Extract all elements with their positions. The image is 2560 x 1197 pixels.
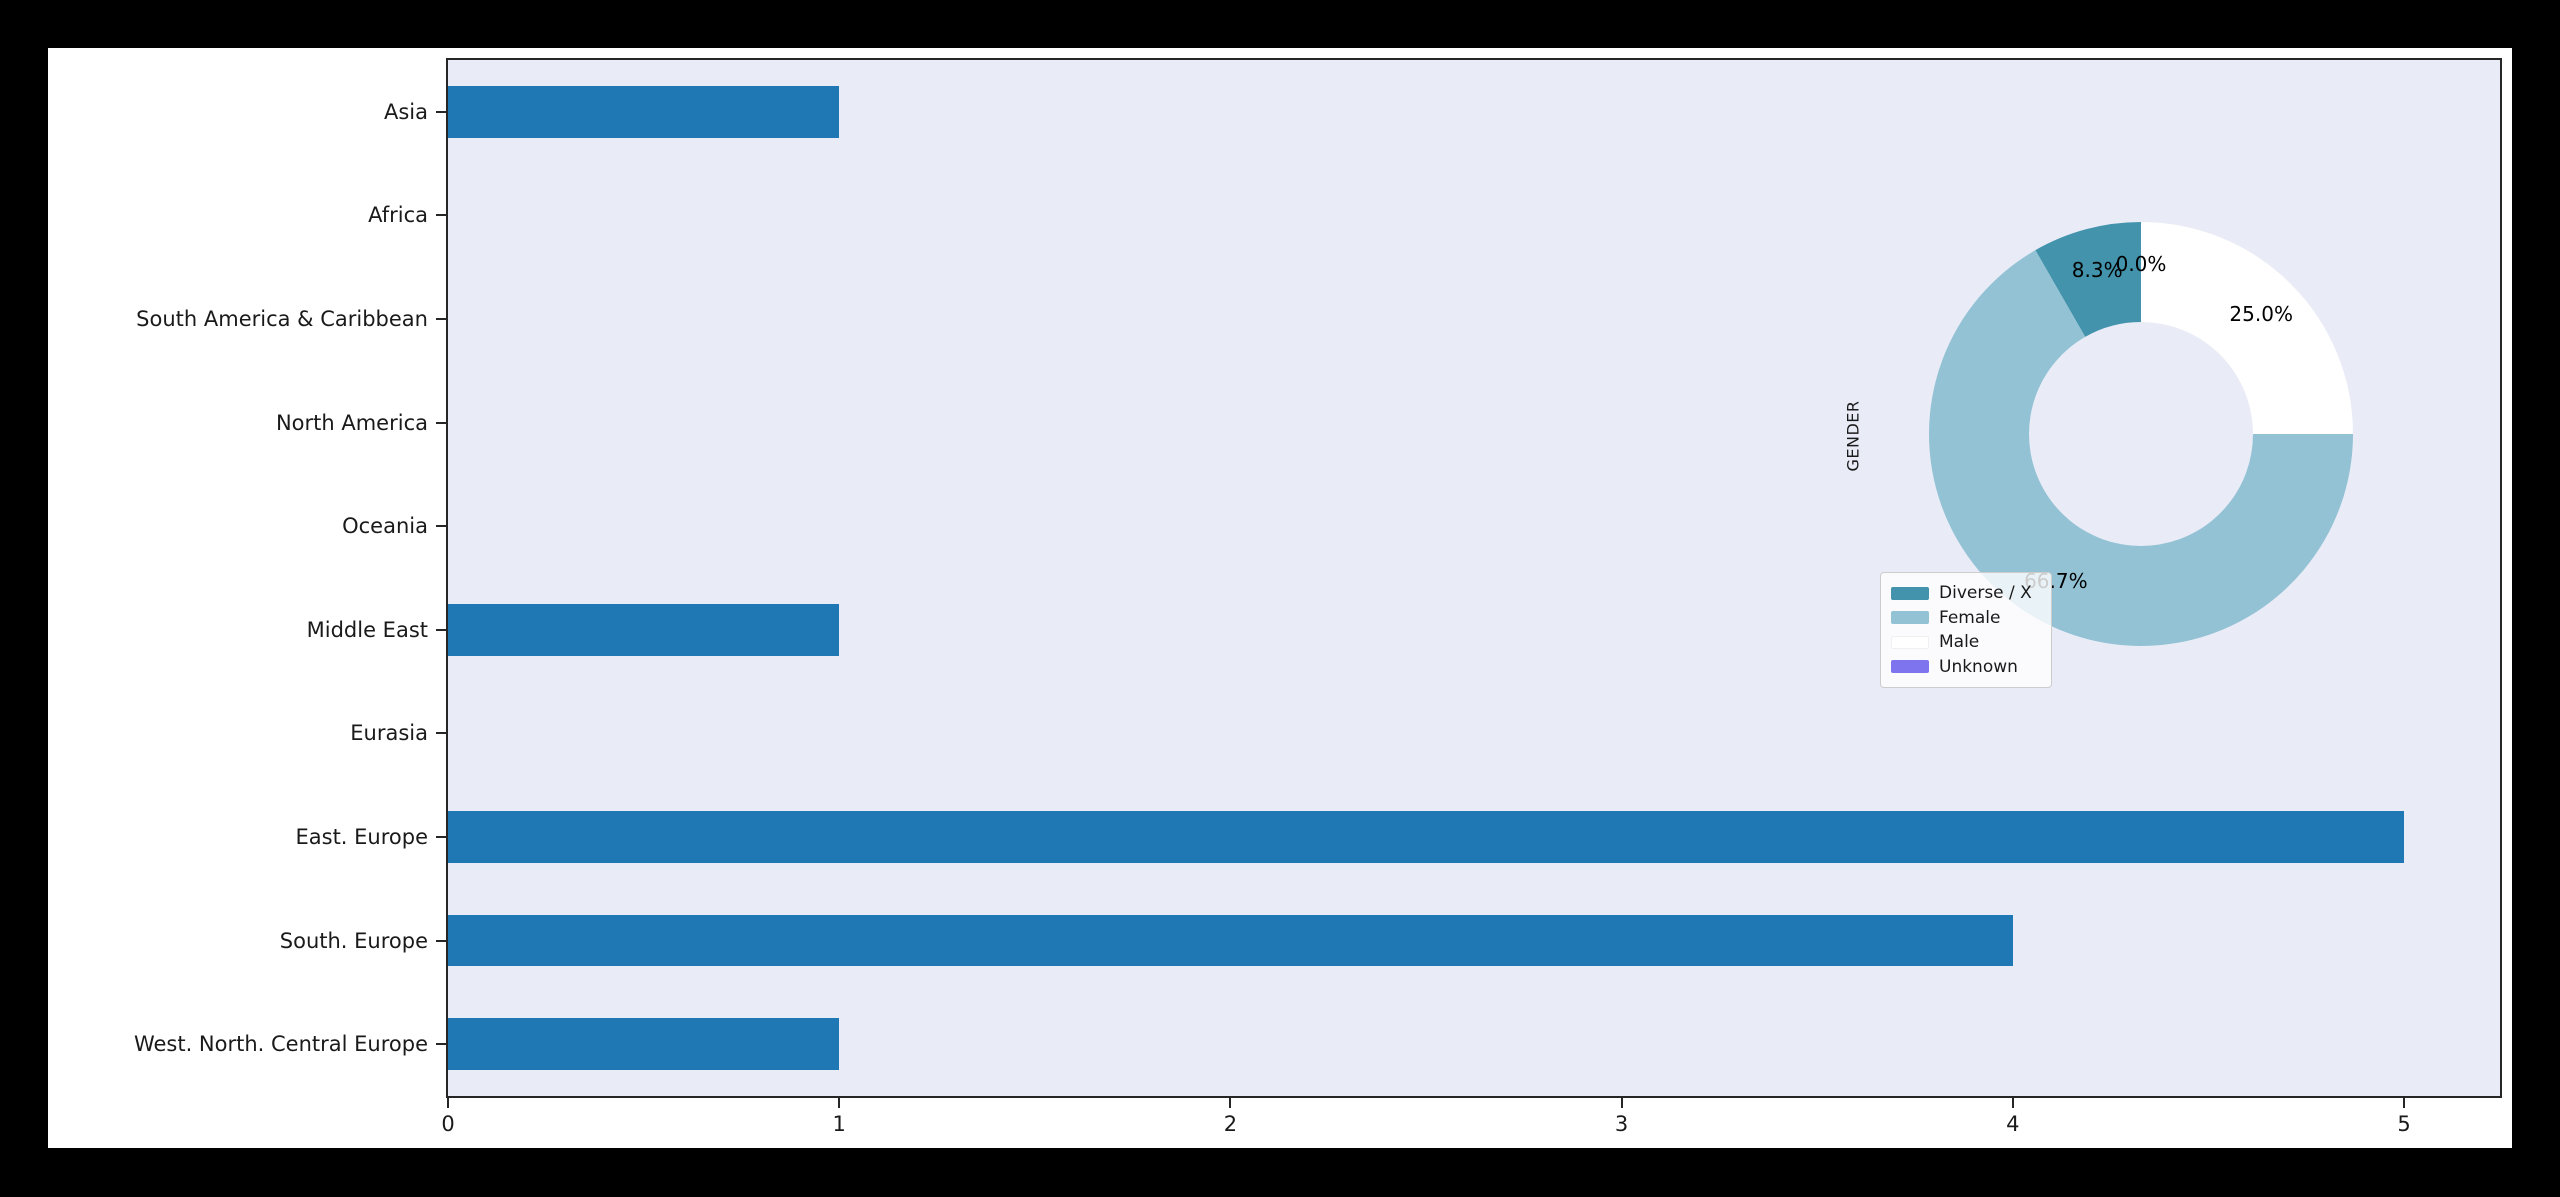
legend-item: Male (1891, 631, 2041, 653)
y-axis-tick (436, 110, 446, 113)
donut-slice-male (2141, 222, 2353, 434)
y-axis-category-label: North America (275, 410, 428, 435)
bar-south-europe (448, 914, 2013, 967)
y-axis-tick (436, 732, 446, 735)
legend-item: Female (1891, 607, 2041, 629)
donut-pct-label: 8.3% (2071, 257, 2123, 282)
x-axis-tick (2011, 1098, 2014, 1108)
legend-label: Diverse / X (1939, 583, 2032, 603)
x-axis-tick (1229, 1098, 1232, 1108)
legend-item: Unknown (1891, 656, 2041, 678)
y-axis-tick (436, 421, 446, 424)
donut-slice-female (1929, 250, 2353, 646)
y-axis-category-label: Asia (383, 99, 428, 124)
legend-swatch-male (1891, 635, 1929, 649)
y-axis-category-label: South America & Caribbean (136, 307, 428, 331)
x-axis-tick (838, 1098, 841, 1108)
legend-label: Unknown (1939, 656, 2018, 677)
y-axis-tick (436, 318, 446, 320)
legend-item: Diverse / X (1891, 582, 2041, 604)
bar-asia (448, 85, 840, 138)
pie-legend: Diverse / X Female Male Unknown (1880, 572, 2052, 688)
legend-label: Male (1939, 632, 1980, 653)
y-axis-category-label: South. Europe (279, 928, 428, 953)
bar-middle-east (448, 603, 840, 656)
y-axis-tick (436, 1043, 446, 1046)
y-axis-tick (436, 939, 446, 942)
x-axis-tick-label: 2 (1223, 1112, 1238, 1136)
legend-swatch-diverse-x (1891, 586, 1929, 600)
y-axis-tick (436, 836, 446, 838)
gender-donut-chart (1929, 222, 2353, 646)
y-axis-category-label: Africa (368, 203, 428, 228)
x-axis-tick-label: 1 (832, 1112, 846, 1136)
bar-west-north-central-europe (448, 1018, 840, 1071)
bar-east-europe (448, 811, 2404, 863)
y-axis-category-label: East. Europe (295, 825, 428, 849)
legend-swatch-unknown (1891, 660, 1929, 674)
y-axis-tick (436, 628, 446, 631)
y-axis-tick (436, 214, 446, 217)
x-axis-tick-label: 4 (2006, 1112, 2020, 1136)
y-axis-category-label: West. North. Central Europe (133, 1032, 428, 1057)
x-axis-tick (447, 1098, 449, 1108)
donut-pct-label: 25.0% (2229, 301, 2293, 326)
donut-pct-label: 0.0% (2115, 252, 2167, 276)
x-axis-tick (1620, 1098, 1623, 1108)
legend-swatch-female (1891, 611, 1929, 625)
donut-slice-diverse-x (2035, 222, 2141, 337)
x-axis-tick-label: 3 (1614, 1112, 1629, 1136)
figure-canvas: GENDER Diverse / X Female Male Unknown A… (48, 48, 2512, 1148)
y-axis-category-label: Oceania (342, 514, 428, 539)
x-axis-tick-label: 5 (2397, 1112, 2411, 1136)
x-axis-tick-label: 0 (441, 1112, 455, 1136)
y-axis-category-label: Eurasia (350, 721, 428, 746)
y-axis-category-label: Middle East (306, 617, 428, 642)
x-axis-tick (2403, 1098, 2405, 1108)
y-axis-tick (436, 525, 446, 528)
legend-label: Female (1939, 607, 2001, 628)
pie-ylabel: GENDER (1843, 400, 1863, 472)
